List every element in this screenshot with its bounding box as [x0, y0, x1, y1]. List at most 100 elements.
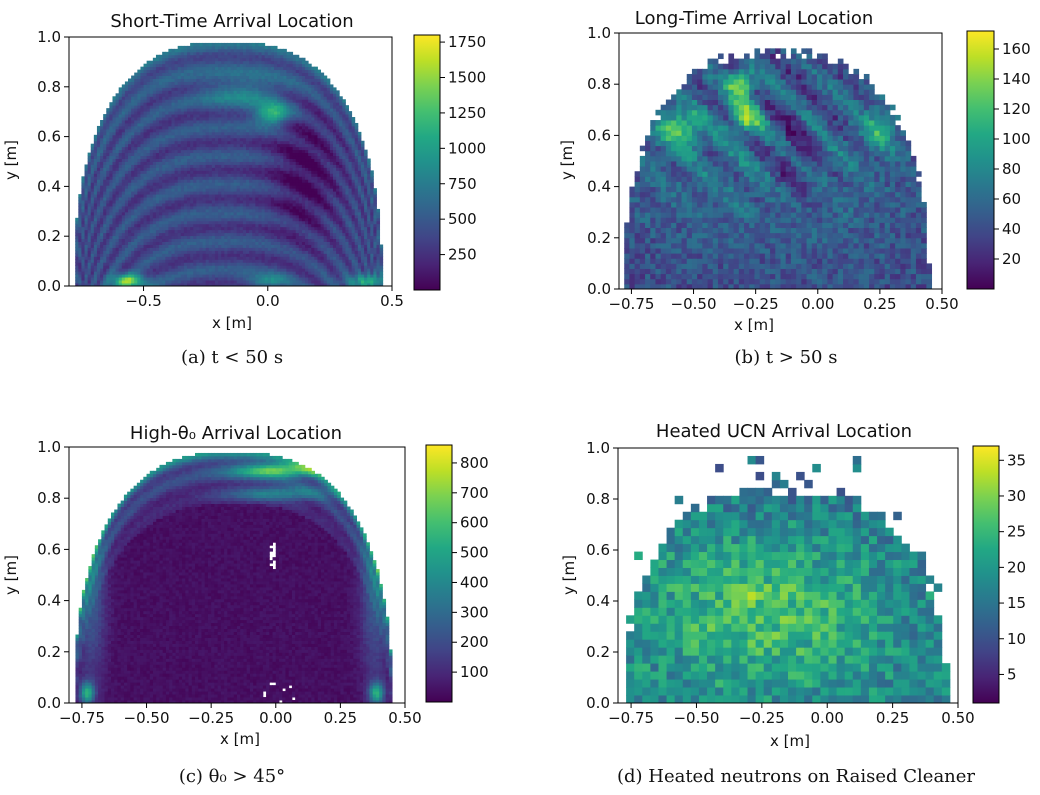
heatmap-cell — [261, 226, 266, 231]
heatmap-cell — [155, 259, 160, 263]
heatmap-cell — [233, 128, 238, 133]
heatmap-cell — [320, 179, 325, 183]
heatmap-cell — [84, 167, 89, 171]
heatmap-cell — [233, 283, 238, 287]
heatmap-cell — [246, 194, 250, 198]
heatmap-cell — [190, 277, 194, 281]
heatmap-cell — [236, 134, 241, 139]
heatmap-cell — [190, 128, 194, 133]
heatmap-cell — [336, 167, 340, 171]
heatmap-cell — [357, 262, 362, 266]
heatmap-cell — [128, 268, 132, 272]
heatmap-cell — [112, 131, 117, 136]
heatmap-cell — [267, 250, 272, 254]
heatmap-cell — [143, 158, 148, 162]
heatmap-cell — [305, 149, 309, 154]
heatmap-cell — [277, 259, 281, 263]
heatmap-cell — [246, 217, 250, 222]
heatmap-cell — [242, 170, 247, 174]
heatmap-cell — [174, 232, 179, 237]
heatmap-cell — [174, 164, 179, 168]
heatmap-cell — [233, 137, 238, 142]
heatmap-cell — [187, 137, 191, 142]
heatmap-cell — [305, 152, 309, 157]
heatmap-cell — [196, 152, 200, 157]
heatmap-cell — [152, 283, 157, 287]
heatmap-cell — [149, 173, 154, 177]
heatmap-cell — [329, 259, 334, 263]
heatmap-cell — [255, 214, 259, 219]
heatmap-cell — [100, 265, 104, 269]
heatmap-cell — [180, 137, 185, 142]
heatmap-cell — [221, 197, 225, 201]
heatmap-cell — [252, 250, 256, 254]
heatmap-cell — [283, 256, 287, 260]
heatmap-cell — [255, 131, 259, 136]
heatmap-cell — [159, 200, 163, 204]
heatmap-cell — [326, 283, 331, 287]
heatmap-cell — [190, 203, 194, 207]
heatmap-cell — [305, 170, 309, 174]
heatmap-cell — [348, 214, 353, 219]
heatmap-cell — [295, 262, 300, 266]
heatmap-cell — [137, 191, 141, 195]
heatmap-cell — [249, 235, 253, 240]
heatmap-cell — [255, 194, 259, 198]
heatmap-cell — [314, 143, 318, 148]
heatmap-cell — [301, 271, 306, 275]
heatmap-cell — [221, 208, 225, 213]
heatmap-cell — [140, 211, 144, 216]
heatmap-cell — [289, 205, 294, 210]
heatmap-cell — [208, 137, 213, 142]
heatmap-cell — [233, 131, 238, 136]
heatmap-cell — [277, 283, 281, 287]
heatmap-cell — [183, 149, 188, 154]
heatmap-cell — [357, 170, 362, 174]
heatmap-cell — [193, 167, 197, 171]
heatmap-cell — [236, 152, 241, 157]
heatmap-cell — [295, 247, 300, 251]
heatmap-cell — [224, 134, 228, 139]
heatmap-cell — [137, 149, 141, 154]
heatmap-cell — [155, 170, 160, 174]
heatmap-cell — [246, 137, 250, 142]
heatmap-cell — [174, 241, 179, 245]
heatmap-cell — [183, 179, 188, 183]
heatmap-cell — [348, 262, 353, 266]
heatmap-cell — [336, 176, 340, 180]
heatmap-cell — [336, 217, 340, 222]
heatmap-cell — [118, 188, 123, 192]
heatmap-cell — [308, 134, 312, 139]
heatmap-cell — [140, 271, 144, 275]
heatmap-cell — [277, 235, 281, 240]
heatmap-cell — [246, 235, 250, 240]
heatmap-cell — [311, 253, 315, 257]
heatmap-cell — [81, 250, 85, 254]
heatmap-cell — [339, 214, 343, 219]
heatmap-cell — [249, 259, 253, 263]
heatmap-cell — [270, 238, 275, 242]
heatmap-cell — [370, 268, 374, 272]
heatmap-cell — [214, 256, 219, 260]
heatmap-cell — [174, 238, 179, 242]
heatmap-cell — [227, 208, 231, 213]
heatmap-cell — [218, 262, 222, 266]
heatmap-cell — [249, 214, 253, 219]
heatmap-cell — [301, 244, 306, 248]
heatmap-cell — [295, 259, 300, 263]
heatmap-cell — [81, 223, 85, 228]
heatmap-cell — [124, 235, 129, 240]
heatmap-cell — [211, 170, 216, 174]
heatmap-cell — [305, 241, 309, 245]
heatmap-cell — [90, 197, 95, 201]
heatmap-cell — [273, 205, 278, 210]
heatmap-cell — [332, 226, 337, 231]
heatmap-cell — [326, 250, 331, 254]
heatmap-cell — [332, 217, 337, 222]
heatmap-cell — [187, 223, 191, 228]
heatmap-cell — [239, 176, 244, 180]
heatmap-cell — [165, 146, 169, 151]
heatmap-cell — [96, 140, 101, 145]
heatmap-cell — [149, 185, 154, 189]
heatmap-cell — [360, 217, 365, 222]
